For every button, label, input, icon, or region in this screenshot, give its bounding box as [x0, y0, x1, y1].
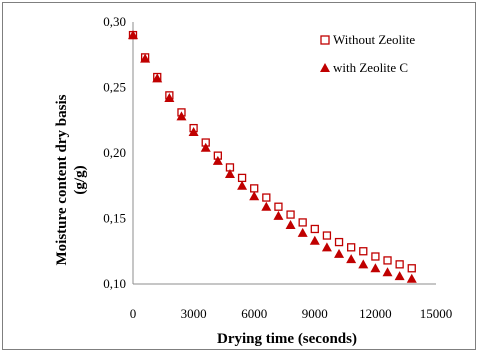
x-axis-title: Drying time (seconds) — [217, 331, 357, 347]
legend-marker-with-zeolite-c — [320, 63, 330, 72]
y-tick-labels: 0,10 0,15 0,20 0,25 0,30 — [103, 14, 126, 291]
data-point — [200, 142, 211, 152]
data-point — [273, 210, 284, 220]
data-point — [261, 201, 272, 211]
data-point — [298, 218, 307, 227]
x-tick-label: 15000 — [420, 306, 453, 321]
data-point — [309, 235, 320, 245]
data-point — [237, 173, 247, 183]
chart-frame — [2, 2, 476, 350]
y-tick-label: 0,20 — [103, 145, 126, 160]
data-point — [358, 259, 369, 269]
data-point — [322, 231, 332, 240]
series-with-zeolite-c — [128, 30, 417, 283]
data-point — [152, 73, 163, 83]
data-point — [310, 224, 319, 234]
x-tick-labels: 0 3000 6000 9000 12000 15000 — [130, 306, 453, 321]
x-tick-label: 9000 — [302, 306, 328, 321]
y-tick-label: 0,30 — [103, 14, 126, 29]
legend-marker-without-zeolite — [320, 35, 330, 45]
y-tick-label: 0,10 — [103, 276, 126, 291]
data-point — [176, 111, 187, 121]
data-point — [128, 30, 138, 40]
data-point — [285, 220, 296, 230]
series-layer — [128, 30, 417, 283]
x-tick-label: 12000 — [359, 306, 392, 321]
data-point — [334, 248, 345, 258]
data-point — [224, 168, 235, 178]
data-point — [164, 92, 175, 102]
data-point — [406, 273, 417, 283]
x-tick-label: 3000 — [181, 306, 207, 321]
data-point — [347, 243, 356, 252]
y-tick-label: 0,25 — [103, 80, 126, 95]
y-axis-title-line1: Moisture content dry basis — [54, 94, 70, 265]
x-tick-label: 6000 — [241, 306, 267, 321]
data-point — [370, 263, 381, 273]
data-point — [249, 191, 260, 201]
data-point — [395, 260, 404, 269]
data-point — [371, 252, 380, 261]
legend-label-with-zeolite-c: with Zeolite C — [333, 60, 408, 75]
data-point — [140, 53, 151, 63]
data-point — [188, 127, 199, 137]
data-point — [321, 242, 332, 252]
data-point — [274, 202, 283, 211]
data-point — [297, 227, 308, 237]
y-tick-label: 0,15 — [103, 211, 126, 226]
data-point — [237, 180, 248, 190]
data-point — [407, 264, 416, 273]
legend-label-without-zeolite: Without Zeolite — [333, 32, 415, 47]
axes — [132, 22, 436, 285]
data-point — [334, 237, 344, 247]
data-point — [394, 271, 405, 281]
data-point — [250, 184, 259, 193]
legend: Without Zeolite with Zeolite C — [320, 32, 415, 75]
data-point — [346, 254, 357, 264]
data-point — [212, 155, 223, 165]
data-point — [262, 193, 271, 202]
data-point — [359, 247, 368, 256]
x-tick-label: 0 — [130, 306, 137, 321]
data-point — [382, 267, 393, 277]
data-point — [286, 210, 295, 219]
data-point — [383, 256, 392, 265]
y-axis-title-line2: (g/g) — [72, 165, 88, 194]
